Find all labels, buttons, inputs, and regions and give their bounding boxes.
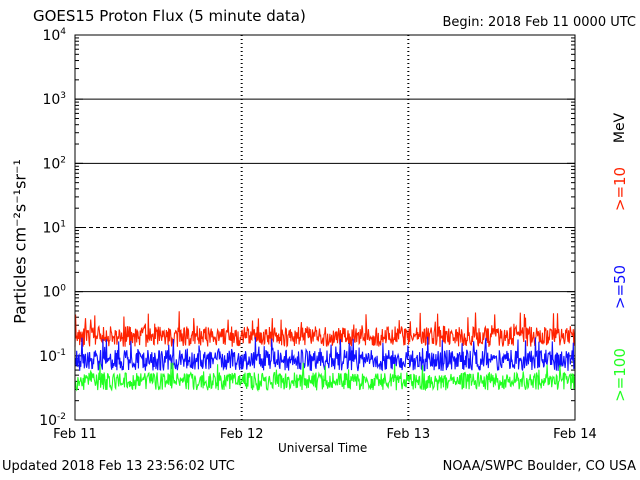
begin-time: Begin: 2018 Feb 11 0000 UTC xyxy=(442,15,636,30)
legend-ge100: >=100 xyxy=(611,348,629,402)
y-tick-label: 103 xyxy=(42,91,66,108)
series-line-ge50 xyxy=(74,336,576,372)
y-tick-label: 10-1 xyxy=(39,348,66,365)
y-tick-label: 104 xyxy=(42,27,66,44)
chart-title: GOES15 Proton Flux (5 minute data) xyxy=(33,7,306,25)
y-tick-label: 101 xyxy=(42,220,66,237)
series-line-ge10 xyxy=(74,311,576,348)
legend-ge10: >=10 xyxy=(611,166,629,212)
plot-frame xyxy=(74,34,576,421)
legend-ge50: >=50 xyxy=(611,264,629,310)
updated-timestamp: Updated 2018 Feb 13 23:56:02 UTC xyxy=(2,459,235,474)
credit-text: NOAA/SWPC Boulder, CO USA xyxy=(442,459,636,474)
y-tick-label: 102 xyxy=(42,155,66,172)
x-tick-label: Feb 14 xyxy=(553,427,597,442)
series-layer xyxy=(74,311,576,393)
x-tick-label: Feb 11 xyxy=(53,427,97,442)
y-tick-label: 10-2 xyxy=(39,412,66,429)
x-tick-labels: Feb 11 Feb 12 Feb 13 Feb 14 xyxy=(53,427,597,442)
series-line-ge100 xyxy=(74,362,576,393)
x-tick-label: Feb 13 xyxy=(386,427,430,442)
y-tick-label: 100 xyxy=(42,284,66,301)
y-axis-label: Particles cm⁻²s⁻¹sr⁻¹ xyxy=(10,159,30,324)
y-tick-labels: 10-2 10-1 100 101 102 103 104 xyxy=(39,27,66,429)
x-tick-label: Feb 12 xyxy=(220,427,264,442)
x-axis-label: Universal Time xyxy=(278,441,368,455)
